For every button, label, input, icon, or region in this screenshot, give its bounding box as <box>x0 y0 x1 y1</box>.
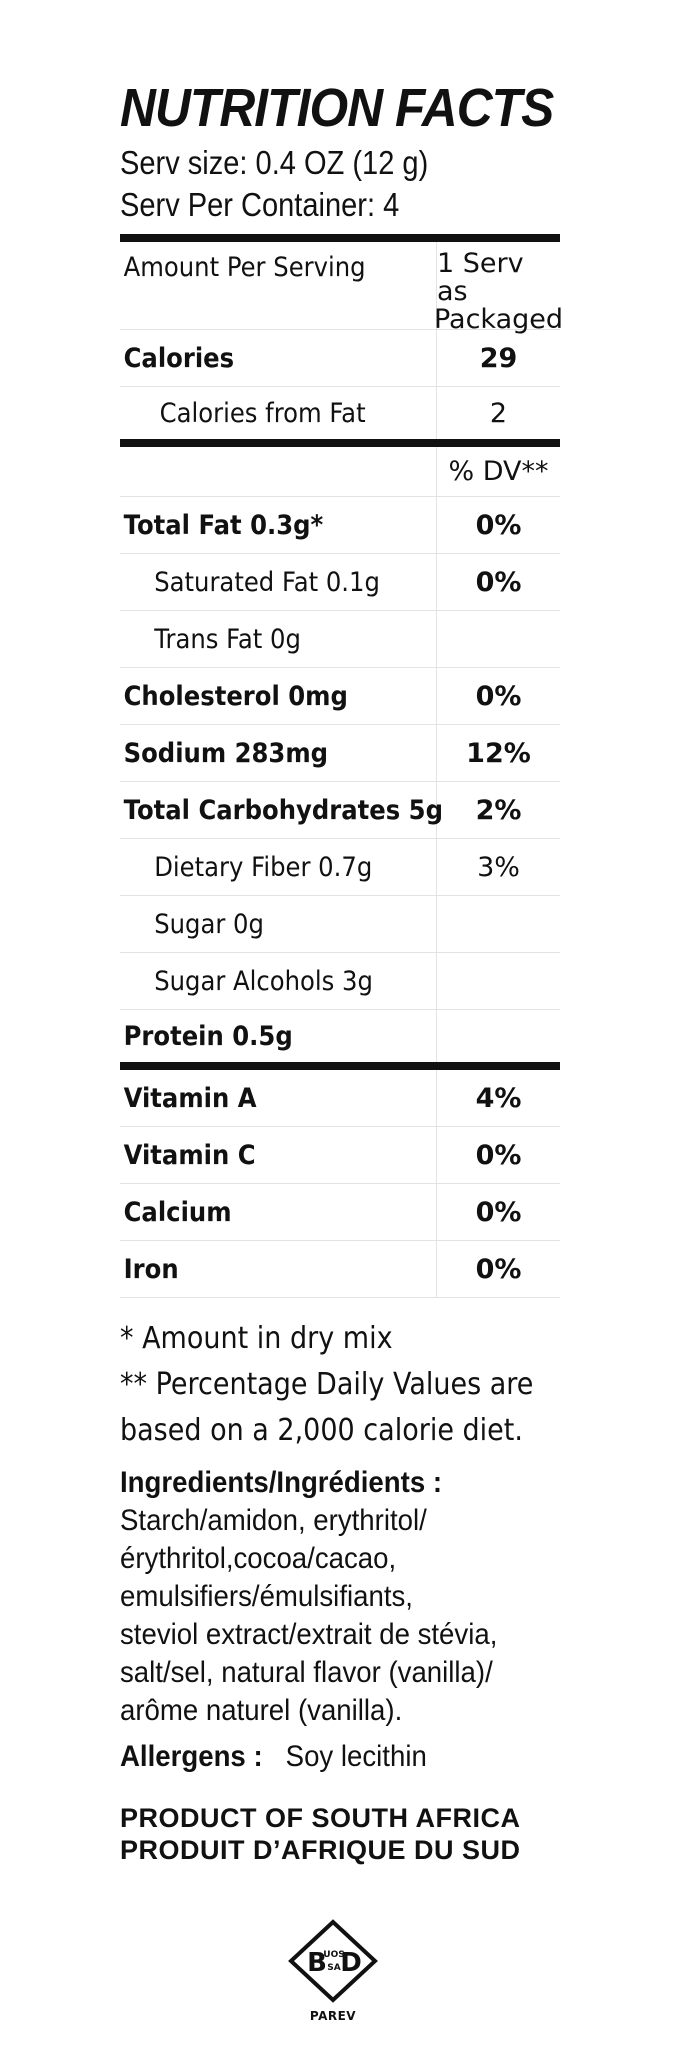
calories-row: Calories 29 <box>120 330 560 387</box>
ingredients-line: salt/sel, natural flavor (vanilla)/ <box>120 1656 493 1689</box>
footnote-line: ** Percentage Daily Values are <box>120 1367 534 1402</box>
origin-line: PRODUCT OF SOUTH AFRICA <box>120 1803 521 1833</box>
nutrient-row-dietary-fiber: Dietary Fiber 0.7g 3% <box>120 839 560 896</box>
ingredients-line: érythritol,cocoa/cacao, <box>120 1542 397 1575</box>
allergens: Allergens : Soy lecithin <box>120 1740 525 1774</box>
vitamin-dv: 0% <box>436 1241 560 1297</box>
serving-size: Serv size: 0.4 OZ (12 g) <box>120 144 429 181</box>
nutrient-dv <box>436 611 560 667</box>
nutrient-row-total-fat: Total Fat 0.3g* 0% <box>120 497 560 554</box>
seal-text-bottom: SA <box>327 1963 340 1973</box>
nutrient-label: Sugar 0g <box>154 908 264 940</box>
ingredients-line: Starch/amidon, erythritol/ <box>120 1504 427 1537</box>
vitamin-label: Vitamin C <box>123 1139 256 1171</box>
medium-divider <box>120 439 560 447</box>
nutrient-table: % DV** Total Fat 0.3g* 0% Saturated Fat … <box>120 447 560 1062</box>
vitamin-label: Vitamin A <box>123 1082 257 1114</box>
vitamin-row-c: Vitamin C 0% <box>120 1127 560 1184</box>
vitamin-dv: 4% <box>436 1070 560 1126</box>
vitamin-label: Iron <box>123 1253 179 1285</box>
serving-column-header: 1 Serv as Packaged <box>434 242 563 334</box>
ingredients-line: arôme naturel (vanilla). <box>120 1694 403 1727</box>
nutrient-dv <box>436 1010 560 1062</box>
nutrition-label: NUTRITION FACTS Serv size: 0.4 OZ (12 g)… <box>120 78 563 1866</box>
nutrient-row-cholesterol: Cholesterol 0mg 0% <box>120 668 560 725</box>
vitamin-table: Vitamin A 4% Vitamin C 0% Calcium 0% Iro… <box>120 1070 560 1298</box>
vitamin-dv: 0% <box>436 1184 560 1240</box>
serving-info: Serv size: 0.4 OZ (12 g) Serv Per Contai… <box>120 142 560 226</box>
dv-header: % DV** <box>436 447 560 496</box>
nutrient-label: Dietary Fiber 0.7g <box>154 851 373 883</box>
vitamin-dv: 0% <box>436 1127 560 1183</box>
calories-from-fat-label: Calories from Fat <box>159 397 366 429</box>
nutrition-table: Amount Per Serving 1 Serv as Packaged Ca… <box>120 242 563 439</box>
nutrient-label: Total Fat 0.3g* <box>123 509 324 541</box>
nutrient-dv <box>436 953 560 1009</box>
seal-letter-right: D <box>340 1948 362 1978</box>
calories-from-fat-value: 2 <box>436 387 560 439</box>
calories-value: 29 <box>436 330 560 386</box>
nutrient-row-sodium: Sodium 283mg 12% <box>120 725 560 782</box>
ingredients-line: steviol extract/extrait de stévia, <box>120 1618 498 1651</box>
footnote-line: * Amount in dry mix <box>120 1321 393 1356</box>
nutrient-dv: 0% <box>436 497 560 553</box>
nutrient-label: Protein 0.5g <box>123 1020 293 1052</box>
nutrient-label: Trans Fat 0g <box>154 623 301 655</box>
country-of-origin: PRODUCT OF SOUTH AFRICA PRODUIT D’AFRIQU… <box>120 1802 560 1866</box>
kosher-certification: B UOS SA D PAREV <box>283 1918 383 2028</box>
nutrient-dv <box>436 896 560 952</box>
nutrient-row-sugar-alcohols: Sugar Alcohols 3g <box>120 953 560 1010</box>
label-title: NUTRITION FACTS <box>120 78 554 138</box>
vitamin-row-a: Vitamin A 4% <box>120 1070 560 1127</box>
allergens-value: Soy lecithin <box>285 1740 427 1773</box>
nutrient-dv: 2% <box>436 782 560 838</box>
nutrient-dv: 0% <box>436 554 560 610</box>
seal-letter-left: B <box>307 1948 327 1978</box>
nutrient-row-trans-fat: Trans Fat 0g <box>120 611 560 668</box>
table-header-row: Amount Per Serving 1 Serv as Packaged <box>120 242 563 334</box>
column-header-line2: Packaged <box>433 304 564 335</box>
seal-text-top: UOS <box>323 1950 344 1960</box>
nutrient-label: Cholesterol 0mg <box>123 680 348 712</box>
nutrient-row-saturated-fat: Saturated Fat 0.1g 0% <box>120 554 560 611</box>
nutrient-dv: 12% <box>436 725 560 781</box>
certification-caption: PAREV <box>309 2009 357 2023</box>
calories-label: Calories <box>123 342 235 374</box>
thick-divider <box>120 234 560 242</box>
nutrient-row-total-carbohydrates: Total Carbohydrates 5g 2% <box>120 782 560 839</box>
nutrient-label: Sodium 283mg <box>123 737 329 769</box>
nutrient-row-sugar: Sugar 0g <box>120 896 560 953</box>
amount-per-serving-label: Amount Per Serving <box>123 252 366 283</box>
allergens-heading: Allergens : <box>120 1740 263 1773</box>
nutrient-dv: 0% <box>436 668 560 724</box>
column-header-line1: 1 Serv as <box>437 248 524 307</box>
nutrient-label: Sugar Alcohols 3g <box>154 965 373 997</box>
nutrient-dv: 3% <box>436 839 560 895</box>
ingredients-line: emulsifiers/émulsifiants, <box>120 1580 413 1613</box>
ingredients-heading: Ingredients/Ingrédients : <box>120 1466 443 1499</box>
vitamin-row-iron: Iron 0% <box>120 1241 560 1298</box>
footnote-line: based on a 2,000 calorie diet. <box>120 1413 523 1448</box>
nutrient-row-protein: Protein 0.5g <box>120 1010 560 1062</box>
kosher-diamond-icon: B UOS SA D <box>288 1919 378 2003</box>
medium-divider <box>120 1062 560 1070</box>
vitamin-label: Calcium <box>123 1196 232 1228</box>
footnotes: * Amount in dry mix ** Percentage Daily … <box>120 1316 534 1454</box>
dv-header-row: % DV** <box>120 447 560 497</box>
nutrient-label: Total Carbohydrates 5g <box>123 794 444 826</box>
nutrient-label: Saturated Fat 0.1g <box>154 566 380 598</box>
vitamin-row-calcium: Calcium 0% <box>120 1184 560 1241</box>
calories-from-fat-row: Calories from Fat 2 <box>120 387 560 439</box>
servings-per-container: Serv Per Container: 4 <box>120 186 400 223</box>
origin-line: PRODUIT D’AFRIQUE DU SUD <box>120 1835 521 1865</box>
ingredients: Ingredients/Ingrédients : Starch/amidon,… <box>120 1464 525 1730</box>
